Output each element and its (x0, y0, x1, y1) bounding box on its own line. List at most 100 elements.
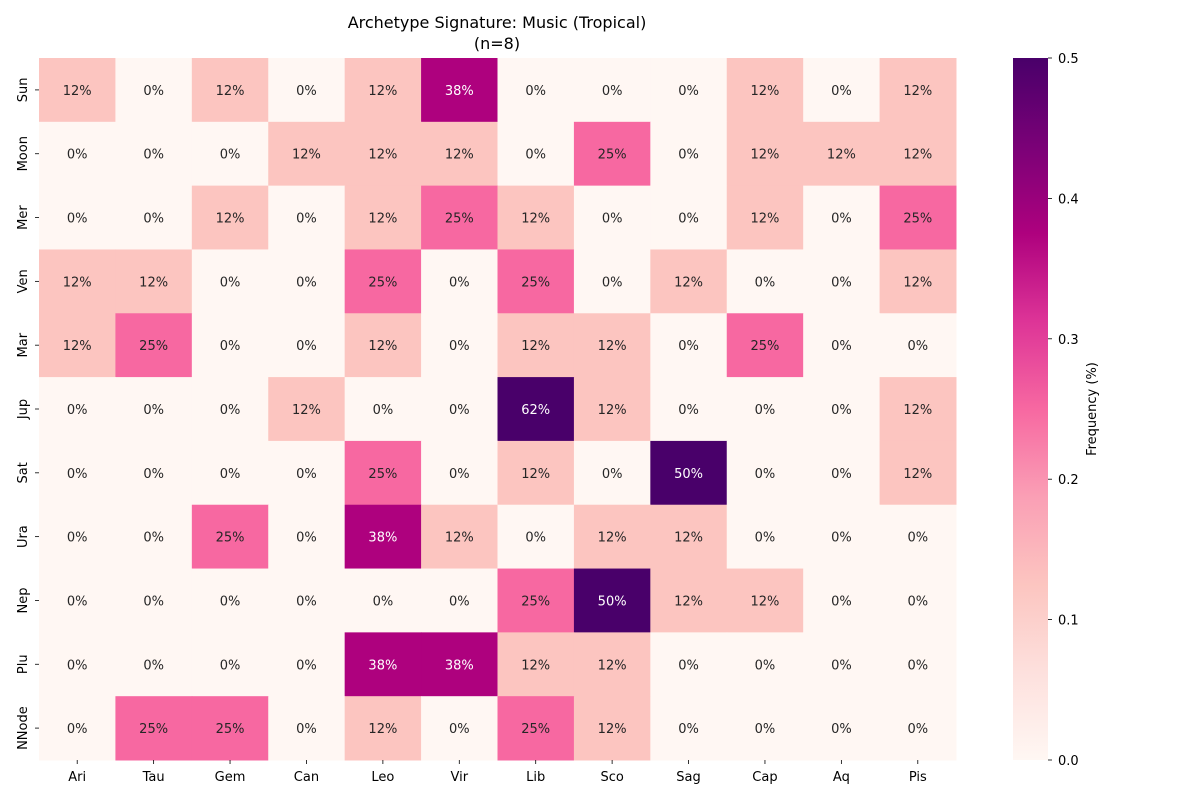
y-tick-label: Sun (16, 78, 31, 103)
y-axis: Sun Moon Mer Ven Mar Jup Sat Ura Nep Plu NNode (16, 78, 39, 750)
cell-annotation: 12% (903, 148, 932, 163)
cell-annotation: 12% (521, 339, 550, 354)
heatmap-cell (268, 440, 346, 506)
cell-annotation: 0% (907, 722, 928, 737)
heatmap-cell (650, 632, 728, 697)
cell-annotation: 0% (831, 531, 852, 546)
cell-annotation: 0% (373, 594, 394, 609)
colorbar-gradient (1013, 58, 1048, 760)
heatmap-cell (268, 249, 346, 314)
cell-annotation: 0% (602, 467, 623, 482)
heatmap-cell (879, 696, 957, 761)
heatmap-cell (421, 504, 498, 570)
cell-annotation: 0% (296, 275, 317, 290)
heatmap-cell (115, 313, 193, 378)
heatmap-cell (650, 504, 728, 570)
cell-annotation: 0% (296, 84, 317, 99)
heatmap-cell (115, 696, 193, 761)
heatmap-cell (650, 568, 728, 633)
heatmap-cell (497, 632, 575, 697)
heatmap-cell (803, 58, 881, 123)
heatmap-cell (191, 568, 269, 633)
cell-annotation: 25% (368, 467, 397, 482)
heatmap-cell (803, 313, 881, 378)
cell-annotation: 12% (445, 148, 474, 163)
y-tick-label: Ven (16, 269, 31, 293)
cell-annotation: 0% (67, 722, 88, 737)
cell-annotation: 0% (678, 339, 699, 354)
heatmap-cell (726, 313, 804, 378)
cell-annotation: 12% (674, 594, 703, 609)
x-tick-label: Cap (752, 770, 777, 785)
x-axis: Ari Tau Gem Can Leo Vir Lib Sco Sag Cap Aq Pis (68, 760, 927, 785)
cell-annotation: 0% (755, 467, 776, 482)
heatmap-cell (573, 58, 651, 123)
cell-annotation: 25% (139, 339, 168, 354)
cell-annotation: 0% (831, 212, 852, 227)
heatmap-cell (497, 568, 575, 633)
colorbar-label: Frequency (%) (1085, 362, 1100, 456)
heatmap-cell (803, 440, 881, 506)
heatmap-cell (650, 440, 728, 506)
cell-annotation: 12% (751, 148, 780, 163)
heatmap-cell (115, 377, 193, 442)
heatmap-cell (879, 568, 957, 633)
cell-annotation: 12% (292, 403, 321, 418)
heatmap-cell (421, 185, 498, 250)
cell-annotation: 0% (755, 275, 776, 290)
heatmap-cell (39, 377, 116, 442)
heatmap-cell (803, 696, 881, 761)
cell-annotation: 12% (751, 84, 780, 99)
cell-annotation: 0% (755, 531, 776, 546)
heatmap-cell (650, 313, 728, 378)
cell-annotation: 25% (521, 594, 550, 609)
heatmap-cell (573, 568, 651, 633)
heatmap-cell (115, 249, 193, 314)
cell-annotation: 0% (907, 658, 928, 673)
x-tick-label: Aq (833, 770, 850, 785)
cell-annotation: 0% (755, 658, 776, 673)
cell-annotation: 12% (368, 84, 397, 99)
cell-annotation: 0% (220, 658, 241, 673)
cell-annotation: 0% (449, 467, 470, 482)
x-tick-label: Sag (676, 770, 700, 785)
heatmap-cell (879, 58, 957, 123)
y-tick-label: Nep (16, 587, 31, 613)
y-tick-label: Ura (16, 525, 31, 548)
heatmap-cell (650, 249, 728, 314)
x-tick-label: Gem (215, 770, 246, 785)
cell-annotation: 12% (598, 658, 627, 673)
heatmap-cell (115, 121, 193, 187)
heatmap-cell (573, 249, 651, 314)
cell-annotation: 0% (220, 467, 241, 482)
heatmap-cell (421, 121, 498, 187)
heatmap-cell (39, 504, 116, 570)
cell-annotation: 25% (751, 339, 780, 354)
x-tick-label: Can (294, 770, 319, 785)
heatmap-cell (115, 568, 193, 633)
heatmap-cell (573, 440, 651, 506)
cell-annotation: 25% (521, 275, 550, 290)
heatmap-cell (39, 58, 116, 123)
heatmap-cell (115, 632, 193, 697)
cell-annotation: 0% (602, 84, 623, 99)
heatmap-cell (191, 696, 269, 761)
cell-annotation: 0% (755, 403, 776, 418)
cell-annotation: 0% (678, 84, 699, 99)
heatmap-cell (344, 121, 422, 187)
heatmap-cell (803, 568, 881, 633)
heatmap-cell (191, 185, 269, 250)
x-tick-label: Lib (526, 770, 545, 785)
cell-annotation: 38% (368, 658, 397, 673)
heatmap-cell (191, 440, 269, 506)
cell-annotation: 12% (674, 531, 703, 546)
heatmap-cell (573, 121, 651, 187)
cell-annotation: 0% (831, 339, 852, 354)
cell-annotation: 0% (831, 467, 852, 482)
cell-annotation: 0% (907, 594, 928, 609)
heatmap-cell (803, 504, 881, 570)
heatmap-cell (726, 504, 804, 570)
cell-annotation: 0% (296, 339, 317, 354)
heatmap-cell (573, 696, 651, 761)
heatmap-cell (268, 568, 346, 633)
